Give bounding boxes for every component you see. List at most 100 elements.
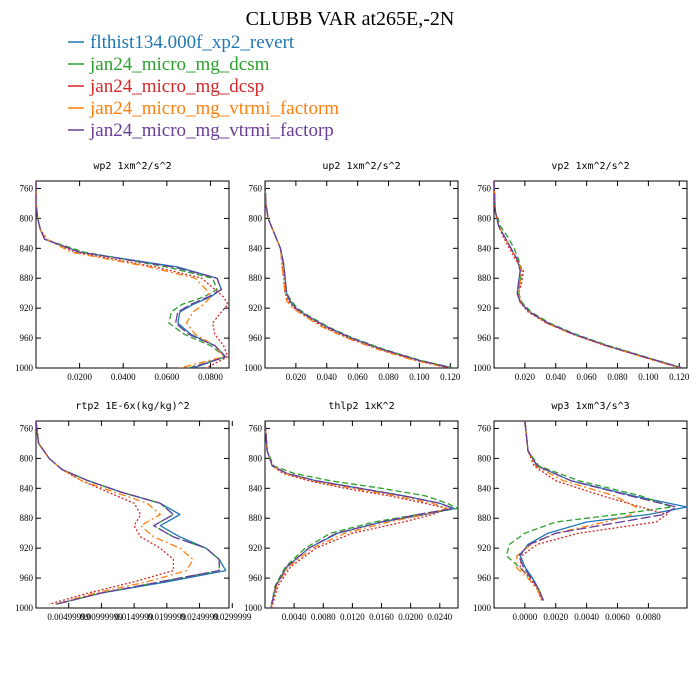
plot-frame [35, 420, 230, 609]
y-tick-label: 760 [478, 423, 492, 433]
series-line [36, 181, 227, 368]
y-tick-label: 1000 [244, 363, 263, 373]
y-tick-label: 920 [249, 543, 263, 553]
series-line [494, 181, 680, 368]
x-tick-label: 0.0200 [67, 372, 92, 382]
x-tick-label: 0.0600 [154, 372, 179, 382]
figure-title: CLUBB VAR at265E,-2N [246, 8, 455, 30]
y-tick-label: 1000 [473, 603, 492, 613]
y-tick-label: 960 [20, 573, 34, 583]
plot-frame [264, 180, 459, 369]
y-tick-label: 800 [249, 213, 263, 223]
y-tick-label: 1000 [244, 603, 263, 613]
panels: wp2 1xm^2/s^2 760 800 840 880 920 960 1000 0.020… [15, 161, 690, 622]
y-tick-label: 960 [478, 333, 492, 343]
x-tick-label: 0.0120 [340, 612, 365, 622]
x-tick-label: 0.0000 [513, 612, 538, 622]
x-tick-label: 0.00499999 [47, 612, 90, 622]
x-tick-label: 0.0400 [111, 372, 136, 382]
series-line [265, 181, 452, 368]
y-tick-label: 920 [478, 543, 492, 553]
panel-title: wp2 1xm^2/s^2 [93, 161, 171, 172]
legend: flthist134.000f_xp2_revertjan24_micro_mg… [68, 32, 339, 141]
y-tick-label: 760 [249, 423, 263, 433]
y-tick-label: 800 [20, 453, 34, 463]
panel: wp2 1xm^2/s^2 760 800 840 880 920 960 1000 0.020… [15, 161, 230, 382]
panel: vp2 1xm^2/s^2 760 800 840 880 920 960 1000 0.020… [473, 161, 690, 382]
plot-frame [493, 420, 688, 609]
x-tick-label: 0.0249999 [180, 612, 219, 622]
y-tick-label: 840 [20, 483, 34, 493]
panel-title: rtp2 1E-6x(kg/kg)^2 [75, 401, 189, 412]
x-tick-label: 0.0040 [282, 612, 307, 622]
x-tick-label: 0.0199999 [148, 612, 187, 622]
y-tick-label: 1000 [15, 363, 34, 373]
series-line [265, 421, 458, 608]
y-tick-label: 760 [20, 423, 34, 433]
y-tick-label: 800 [478, 453, 492, 463]
series-line [519, 421, 668, 601]
series-line [36, 181, 225, 368]
legend-label: jan24_micro_mg_dcsm [89, 54, 270, 75]
x-tick-label: 0.0200 [398, 612, 423, 622]
y-tick-label: 1000 [473, 363, 492, 373]
y-tick-label: 840 [249, 243, 263, 253]
series-line [494, 181, 681, 368]
y-tick-label: 840 [478, 483, 492, 493]
plot-frame [264, 420, 459, 609]
x-tick-label: 0.0080 [311, 612, 336, 622]
y-tick-label: 880 [20, 513, 34, 523]
panel: up2 1xm^2/s^2 760 800 840 880 920 960 1000 0.020… [244, 161, 461, 382]
x-tick-label: 0.080 [607, 372, 628, 382]
y-tick-label: 960 [20, 333, 34, 343]
y-tick-label: 920 [478, 303, 492, 313]
panel-title: up2 1xm^2/s^2 [322, 161, 400, 172]
x-tick-label: 0.0800 [198, 372, 223, 382]
panel-title: wp3 1xm^3/s^3 [551, 401, 629, 412]
panel-title: thlp2 1xK^2 [328, 401, 394, 412]
legend-label: jan24_micro_mg_vtrmi_factorm [89, 98, 339, 119]
series-line [494, 181, 683, 368]
x-tick-label: 0.100 [409, 372, 430, 382]
x-tick-label: 0.040 [546, 372, 567, 382]
y-tick-label: 920 [20, 543, 34, 553]
series-line [36, 421, 175, 605]
series-line [36, 421, 220, 605]
y-tick-label: 880 [249, 513, 263, 523]
y-tick-label: 960 [249, 333, 263, 343]
y-tick-label: 1000 [15, 603, 34, 613]
plot-frame [35, 180, 230, 369]
x-tick-label: 0.040 [317, 372, 338, 382]
series-line [519, 421, 687, 601]
y-tick-label: 840 [20, 243, 34, 253]
x-tick-label: 0.020 [286, 372, 307, 382]
y-tick-label: 960 [478, 573, 492, 583]
x-tick-label: 0.0060 [605, 612, 630, 622]
series-line [36, 181, 227, 368]
x-tick-label: 0.0020 [543, 612, 568, 622]
panel-title: vp2 1xm^2/s^2 [551, 161, 629, 172]
x-tick-label: 0.080 [378, 372, 399, 382]
series-line [265, 181, 454, 368]
x-tick-label: 0.0080 [636, 612, 661, 622]
x-tick-label: 0.100 [638, 372, 659, 382]
panel: rtp2 1E-6x(kg/kg)^2 760 800 840 880 920 960 100… [15, 401, 252, 622]
series-line [36, 421, 227, 605]
plot-frame [493, 180, 688, 369]
y-tick-label: 840 [249, 483, 263, 493]
x-tick-label: 0.120 [669, 372, 690, 382]
y-tick-label: 880 [478, 273, 492, 283]
series-line [265, 421, 454, 608]
y-tick-label: 760 [478, 183, 492, 193]
y-tick-label: 840 [478, 243, 492, 253]
y-tick-label: 800 [478, 213, 492, 223]
x-tick-label: 0.0240 [427, 612, 452, 622]
y-tick-label: 760 [20, 183, 34, 193]
y-tick-label: 960 [249, 573, 263, 583]
x-tick-label: 0.0149999 [115, 612, 154, 622]
x-tick-label: 0.060 [348, 372, 369, 382]
series-line [518, 421, 677, 601]
series-line [265, 421, 456, 608]
x-tick-label: 0.00999999 [80, 612, 123, 622]
